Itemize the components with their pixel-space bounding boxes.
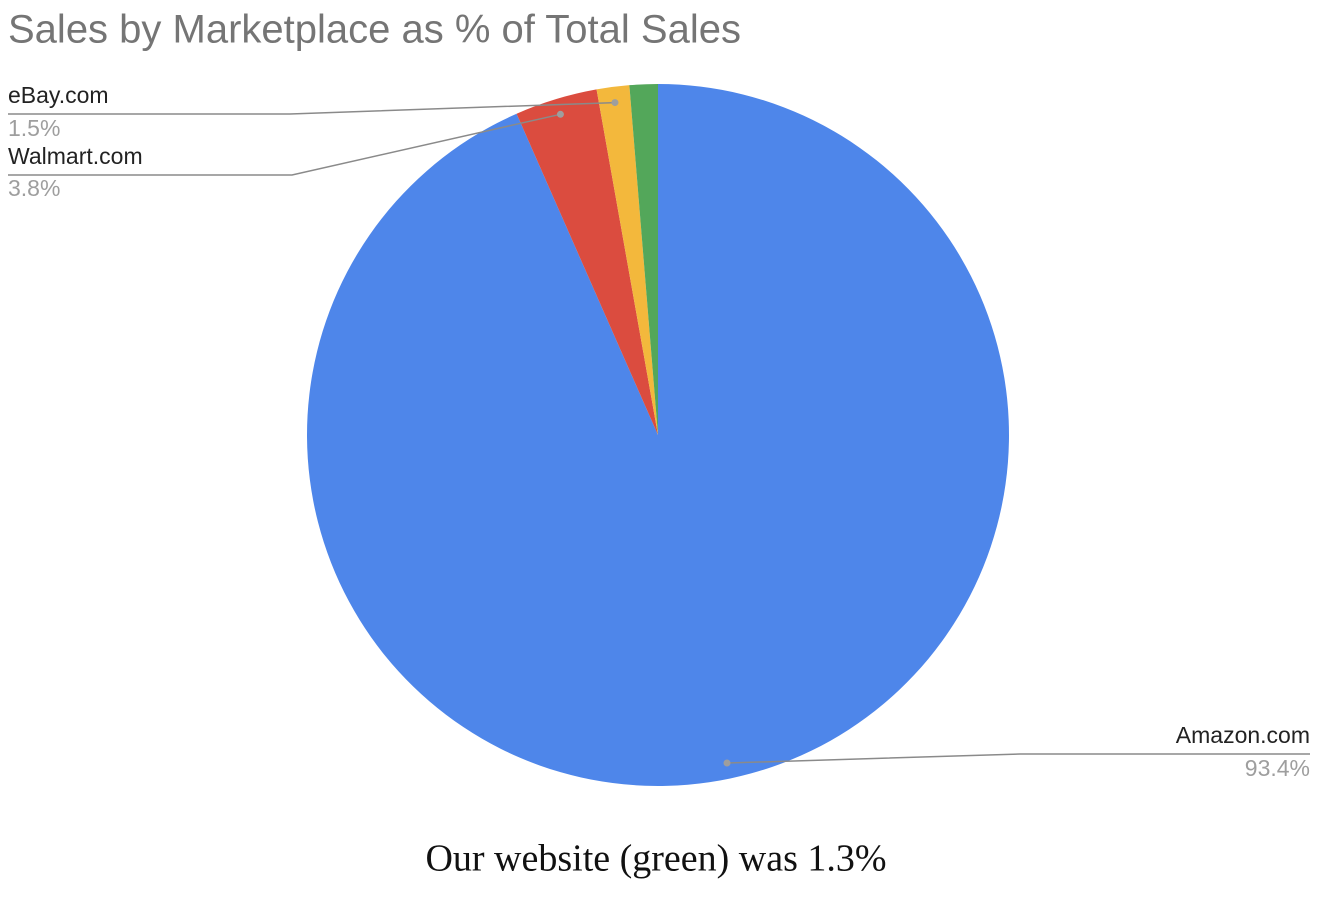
leader-dot [556, 110, 564, 118]
slice-label: Walmart.com [8, 143, 143, 169]
pie-slice [596, 85, 658, 435]
leader-dot [723, 759, 731, 767]
leader-line [8, 113, 561, 176]
slice-label: Amazon.com [1176, 722, 1310, 748]
pie-slice [307, 84, 1009, 786]
leader-dot [611, 99, 619, 107]
chart-title: Sales by Marketplace as % of Total Sales [8, 8, 741, 52]
pie-slice [516, 89, 658, 436]
leader-line [726, 753, 1310, 764]
caption: Our website (green) was 1.3% [425, 838, 886, 880]
pie-slice [629, 84, 658, 435]
value-label: 93.4% [1245, 755, 1310, 781]
value-label: 3.8% [8, 175, 60, 201]
slice-label: eBay.com [8, 82, 109, 108]
leader-line [8, 101, 615, 115]
value-label: 1.5% [8, 115, 60, 141]
